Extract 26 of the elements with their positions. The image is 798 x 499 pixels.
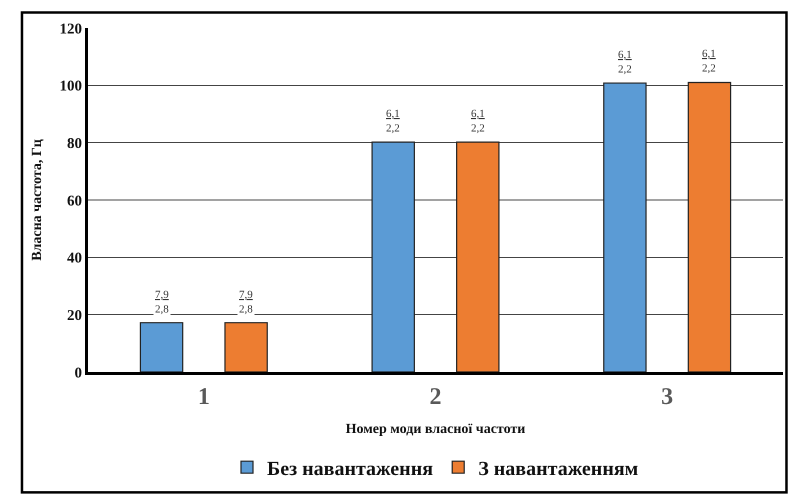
annotation: 6,1 2,2 <box>386 108 400 134</box>
y-tick-label: 100 <box>60 78 82 95</box>
bar <box>456 141 500 372</box>
x-tick-label: 1 <box>198 384 210 410</box>
bar <box>603 82 647 372</box>
legend-label: Без навантаження <box>267 458 434 480</box>
y-axis-title: Власна частота, Гц <box>30 139 46 261</box>
y-tick-label: 60 <box>67 193 82 210</box>
bar <box>224 322 268 372</box>
y-tick-label: 80 <box>67 136 82 152</box>
y-tick-label: 20 <box>67 308 82 324</box>
y-tick-label: 120 <box>60 21 82 38</box>
annotation: 7,9 2,8 <box>155 289 170 316</box>
y-tick-label: 40 <box>67 250 82 267</box>
x-tick-label: 3 <box>661 384 674 410</box>
legend-label: З навантаженням <box>478 458 638 480</box>
annotation: 6,1 2,2 <box>618 49 632 76</box>
x-axis-title: Номер моди власної частоти <box>346 422 526 438</box>
x-tick-label: 2 <box>430 384 442 410</box>
annotation: 6,1 2,2 <box>471 108 485 134</box>
annotation: 6,1 2,2 <box>702 48 716 74</box>
y-tick-label: 0 <box>74 365 82 382</box>
bar <box>140 322 184 372</box>
bar <box>371 141 415 372</box>
bar <box>688 82 732 372</box>
annotation: 7,9 2,8 <box>239 289 254 316</box>
